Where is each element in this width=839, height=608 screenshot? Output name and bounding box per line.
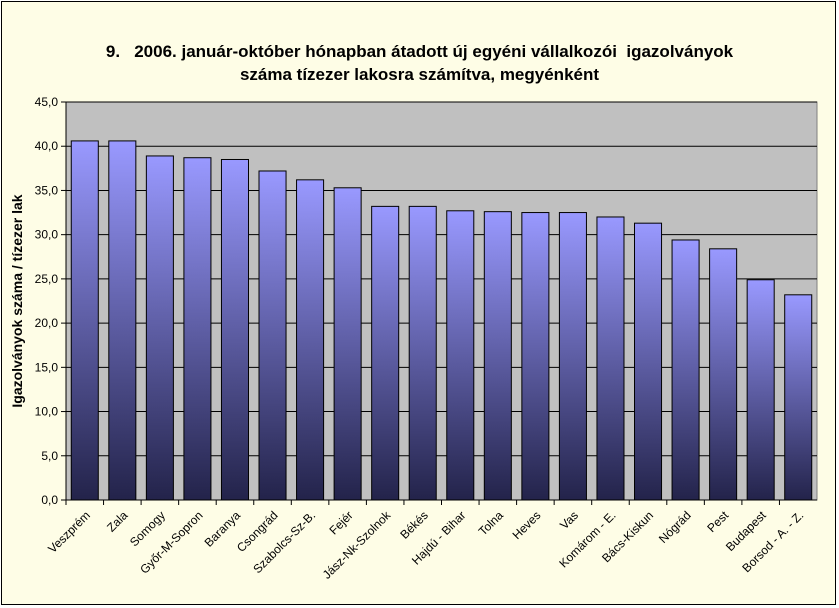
y-tick-label: 35,0 [35, 183, 59, 197]
bar [145, 155, 174, 501]
bar [521, 212, 550, 501]
bar [596, 216, 625, 501]
y-tick-label: 40,0 [35, 139, 59, 153]
x-axis: Veszprém ZalaSomogyGyőr-M-SopronBaranyaCs… [45, 499, 817, 582]
bars [70, 140, 813, 501]
bar [634, 222, 663, 501]
y-tick-label: 25,0 [35, 272, 59, 286]
x-tick-label: Nógrád [656, 508, 694, 546]
y-axis: 0,0 5,0 10,0 15,0 20,0 25,0 30,0 35,0 40,0 45,0 [35, 95, 67, 507]
bar [746, 279, 775, 501]
y-tick-label: 0,0 [41, 493, 58, 507]
bar [558, 212, 587, 501]
x-tick-label: Jász-Nk-Szolnok [320, 508, 394, 582]
chart-title: 9. 2006. január-október hónapban átadott… [0, 40, 839, 86]
bar [408, 205, 437, 501]
x-tick-label: Békés [397, 508, 430, 541]
y-tick-label: 5,0 [41, 449, 58, 463]
bar [220, 158, 249, 501]
x-tick-label: Pest [704, 508, 731, 535]
y-tick-label: 10,0 [35, 405, 59, 419]
plot-area [65, 101, 818, 501]
y-tick-label: 45,0 [35, 95, 59, 109]
bar [671, 239, 700, 501]
bar [183, 157, 212, 501]
x-tick-label: Heves [510, 508, 544, 542]
bar [70, 140, 99, 501]
bar [333, 187, 362, 501]
y-tick-label: 15,0 [35, 360, 59, 374]
x-tick-label: Tolna [476, 508, 506, 538]
chart-title-line-1: 9. 2006. január-október hónapban átadott… [105, 42, 734, 61]
bar [709, 248, 738, 501]
x-tick-label: Zala [104, 508, 131, 535]
bar [784, 294, 813, 501]
bar [258, 170, 287, 501]
y-tick-label: 30,0 [35, 228, 59, 242]
bar [446, 210, 475, 501]
y-tick-label: 20,0 [35, 316, 59, 330]
y-axis-title: Igazolványok száma / tízezer lak [9, 194, 25, 407]
chart-title-line-2: száma tízezer lakosra számítva, megyénké… [239, 65, 600, 84]
bar [108, 140, 137, 501]
bar [371, 205, 400, 501]
bar [296, 179, 325, 501]
x-tick-label: Fejér [327, 508, 356, 537]
x-tick-label: Vas [557, 508, 581, 532]
x-tick-label: Veszprém [45, 508, 93, 556]
bar [483, 211, 512, 501]
